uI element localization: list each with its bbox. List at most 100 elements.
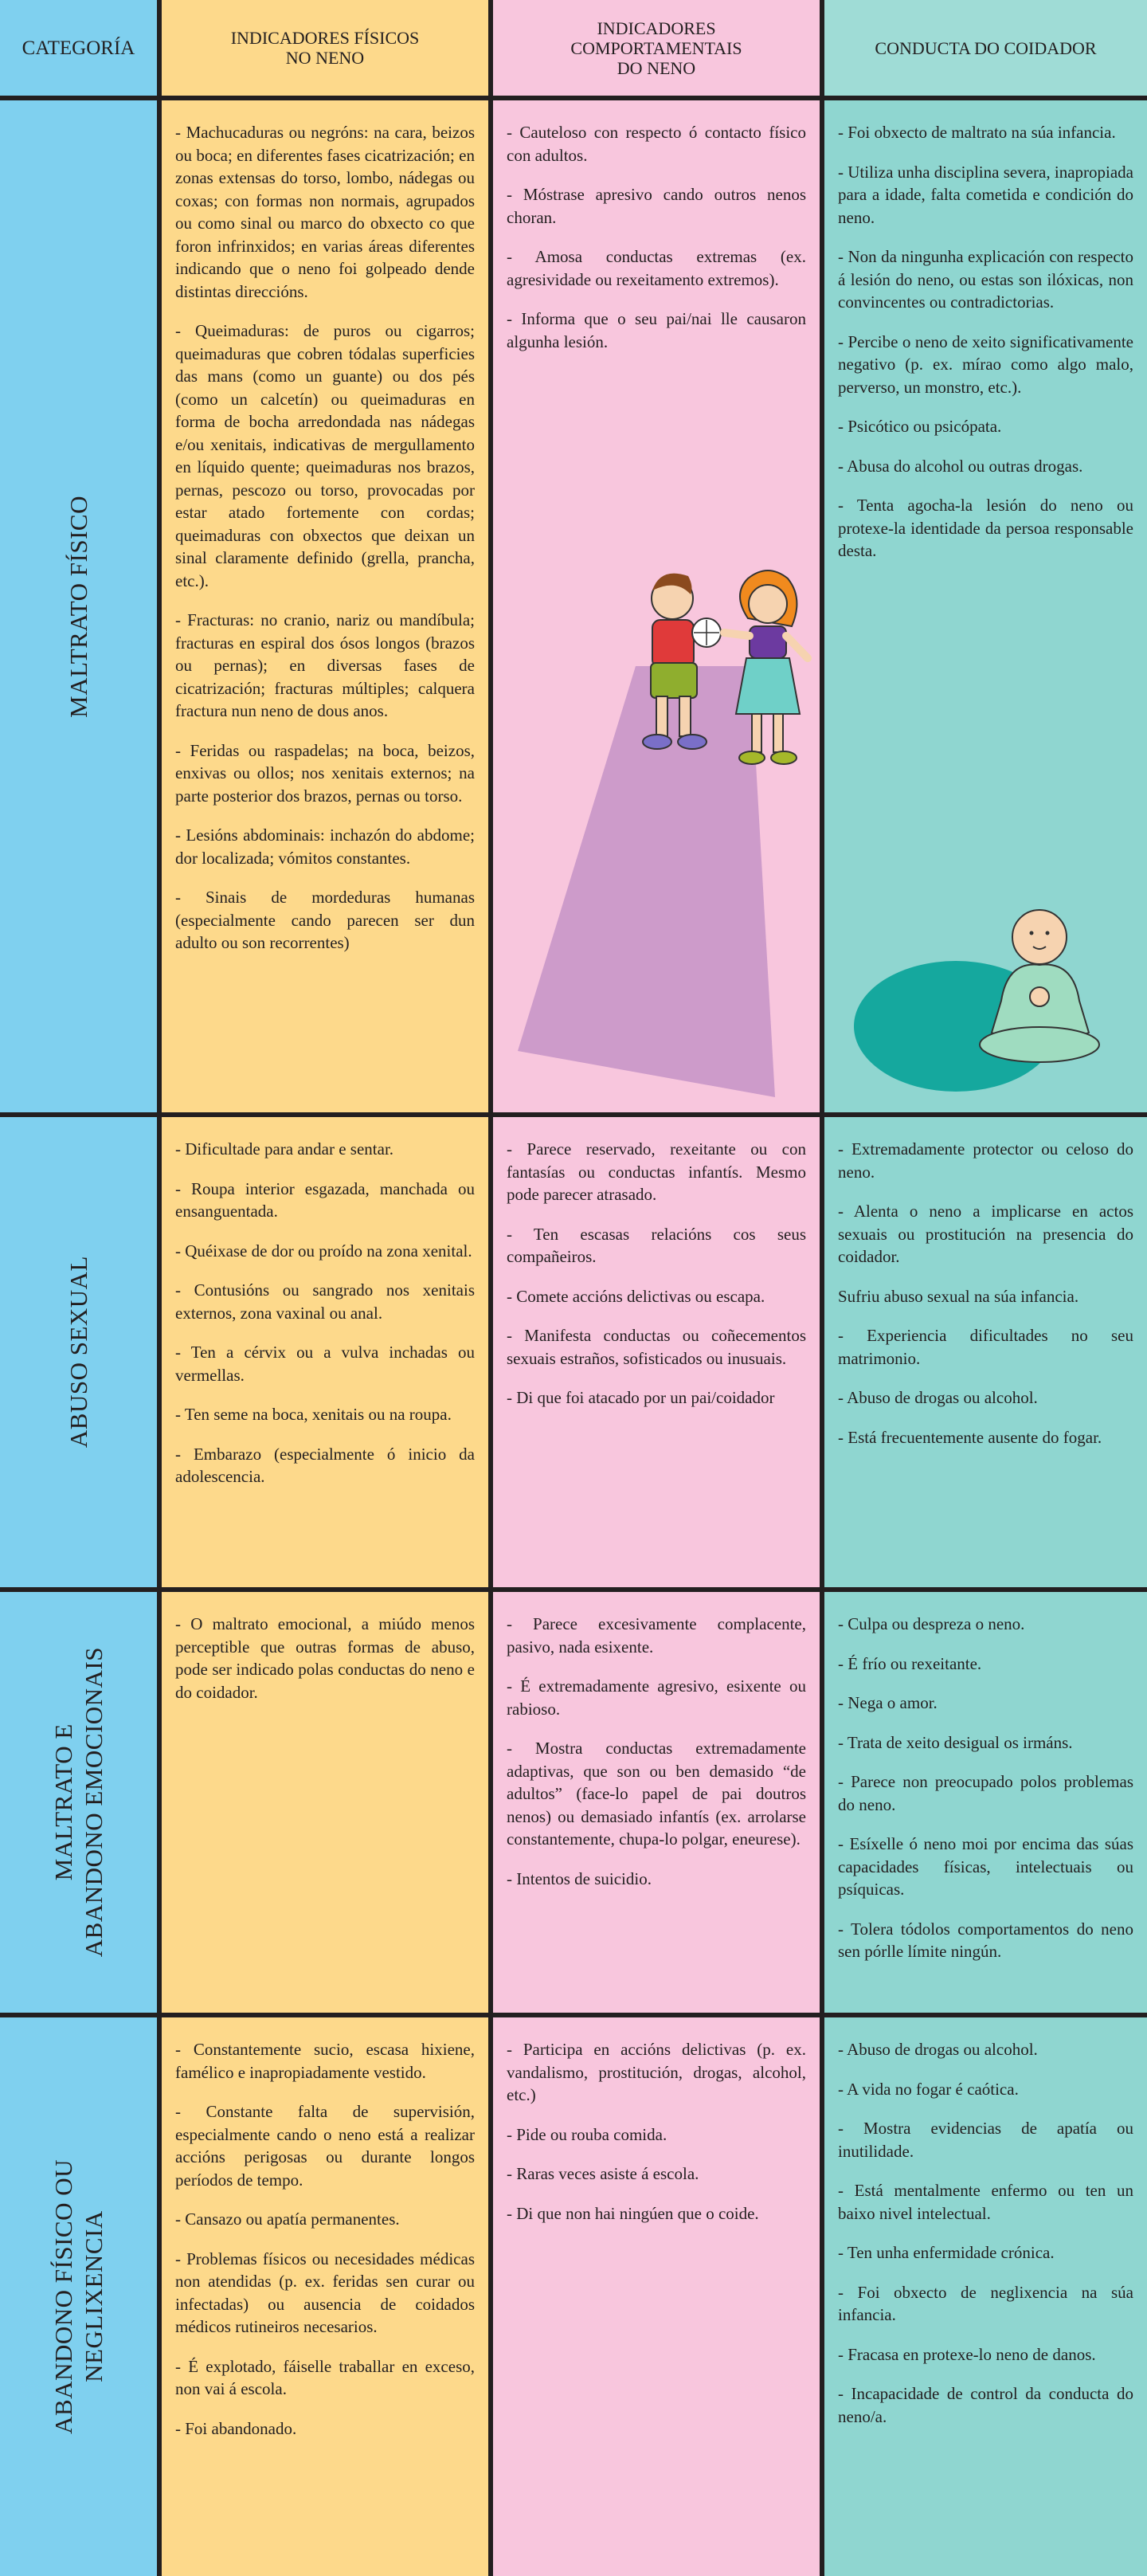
indicator-item: - Parece excesivamente complacente, pasi… — [507, 1614, 806, 1657]
indicator-item: - Está mentalmente enfermo ou ten un bai… — [838, 2181, 1133, 2223]
indicator-item: - Está frecuentemente ausente do fogar. — [838, 1427, 1102, 1447]
header-text: COMPORTAMENTAIS — [570, 37, 742, 58]
category-label: MALTRATO E ABANDONO EMOCIONAIS — [49, 1647, 109, 1957]
category-cell: MALTRATO FÍSICO — [0, 100, 157, 1112]
category-text: MALTRATO E — [49, 1723, 77, 1881]
indicator-item: - Mostra conductas extremadamente adapti… — [507, 1739, 806, 1849]
header-cell: CONDUCTA DO COIDADOR — [824, 0, 1147, 96]
indicator-cell: - Extremadamente protector ou celoso do … — [824, 1117, 1147, 1587]
indicator-item: - Ten a cérvix ou a vulva inchadas ou ve… — [175, 1343, 475, 1385]
indicator-item: - Sinais de mordeduras humanas (especial… — [175, 888, 475, 952]
header-cell: CATEGORÍA — [0, 0, 157, 96]
indicator-item: - Parece non preocupado polos problemas … — [838, 1772, 1133, 1814]
indicator-item: - Tenta agocha-la lesión do neno ou prot… — [838, 496, 1133, 560]
indicator-item: - Intentos de suicidio. — [507, 1868, 652, 1888]
category-text: MALTRATO FÍSICO — [64, 495, 92, 718]
indicator-item: - A vida no fogar é caótica. — [838, 2079, 1019, 2099]
header-text: INDICADORES FÍSICOS — [230, 28, 420, 48]
indicator-item: - Abuso de drogas ou alcohol. — [838, 1388, 1038, 1407]
category-text: ABANDONO FÍSICO OU — [49, 2159, 77, 2434]
indicator-item: - Roupa interior esgazada, manchada ou e… — [175, 1178, 475, 1221]
header-text: DO NENO — [617, 57, 696, 78]
indicator-item: - Fracturas: no cranio, nariz ou mandíbu… — [175, 610, 475, 720]
header-text: NO NENO — [285, 48, 365, 68]
category-text: NEGLIXENCIA — [79, 2210, 108, 2383]
indicator-item: - Incapacidade de control da conducta do… — [838, 2384, 1133, 2426]
indicator-item: - Contusións ou sangrado nos xenitais ex… — [175, 1280, 475, 1323]
indicator-item: - Constante falta de supervisión, especi… — [175, 2102, 475, 2190]
indicator-item: - Culpa ou despreza o neno. — [838, 1614, 1025, 1633]
category-label: MALTRATO FÍSICO — [64, 496, 94, 718]
indicator-item: - Psicótico ou psicópata. — [838, 417, 1002, 436]
indicator-item: Sufriu abuso sexual na súa infancia. — [838, 1286, 1079, 1306]
indicator-cell: - Culpa ou despreza o neno. - É frío ou r… — [824, 1592, 1147, 2013]
indicator-item: - Di que non hai ningúen que o coide. — [507, 2203, 759, 2223]
indicator-item: - Cansazo ou apatía permanentes. — [175, 2209, 400, 2229]
header-cell: INDICADORES FÍSICOS NO NENO — [162, 0, 488, 96]
indicator-item: - É explotado, fáiselle traballar en exc… — [175, 2356, 475, 2399]
indicator-item: - Experiencia dificultades no seu matrim… — [838, 1326, 1133, 1368]
category-label: ABANDONO FÍSICO OU NEGLIXENCIA — [49, 2159, 109, 2434]
indicator-item: - Queimaduras: de puros ou cigarros; que… — [175, 321, 475, 590]
indicator-item: - Extremadamente protector ou celoso do … — [838, 1139, 1133, 1182]
indicator-item: - Abuso de drogas ou alcohol. — [838, 2040, 1038, 2059]
indicator-cell: - Parece excesivamente complacente, pasi… — [493, 1592, 820, 2013]
category-text: ABANDONO EMOCIONAIS — [79, 1647, 108, 1958]
indicator-item: - Raras veces asiste á escola. — [507, 2164, 699, 2183]
indicator-item: - Feridas ou raspadelas; na boca, beizos… — [175, 740, 475, 806]
illustration-children — [518, 570, 812, 1097]
indicator-item: - Ten escasas relacións cos seus compañe… — [507, 1224, 806, 1267]
indicator-item: - Tolera tódolos comportamentos do neno … — [838, 1919, 1133, 1962]
header-text: CATEGORÍA — [22, 37, 135, 59]
category-text: ABUSO SEXUAL — [64, 1256, 92, 1449]
indicator-item: - Amosa conductas extremas (ex. agresivi… — [507, 247, 806, 289]
illustration-baby — [854, 909, 1100, 1092]
indicator-cell: - Participa en accións delictivas (p. ex… — [493, 2017, 820, 2576]
indicator-cell: - Parece reservado, rexeitante ou con fa… — [493, 1117, 820, 1587]
indicator-cell: - Abuso de drogas ou alcohol. - A vida no… — [824, 2017, 1147, 2576]
category-cell: MALTRATO E ABANDONO EMOCIONAIS — [0, 1592, 157, 2013]
indicator-item: - Foi obxecto de neglixencia na súa infa… — [838, 2282, 1133, 2325]
category-cell: ABUSO SEXUAL — [0, 1117, 157, 1587]
indicator-item: - Comete accións delictivas ou escapa. — [507, 1286, 765, 1306]
indicator-item: - Non da ningunha explicación con respec… — [838, 247, 1133, 312]
indicator-item: - Quéixase de dor ou proído na zona xeni… — [175, 1241, 472, 1261]
header-text: CONDUCTA DO COIDADOR — [875, 37, 1097, 58]
indicator-item: - Dificultade para andar e sentar. — [175, 1139, 394, 1159]
indicator-item: - Manifesta conductas ou coñecementos se… — [507, 1326, 806, 1368]
indicator-item: - Embarazo (especialmente ó inicio da ad… — [175, 1444, 475, 1487]
indicator-cell: - Dificultade para andar e sentar. - Roup… — [162, 1117, 488, 1587]
indicator-item: - Abusa do alcohol ou outras drogas. — [838, 456, 1083, 476]
indicator-item: - Informa que o seu pai/nai lle causaron… — [507, 309, 806, 351]
indicator-item: - Fracasa en protexe-lo neno de danos. — [838, 2344, 1096, 2364]
indicator-item: - Foi abandonado. — [175, 2418, 297, 2438]
indicator-item: - Móstrase apresivo cando outros nenos c… — [507, 185, 806, 227]
indicator-item: - Di que foi atacado por un pai/coidador — [507, 1388, 775, 1407]
indicator-cell: - O maltrato emocional, a miúdo menos pe… — [162, 1592, 488, 2013]
indicator-item: - O maltrato emocional, a miúdo menos pe… — [175, 1614, 475, 1702]
indicator-cell: - Cauteloso con respecto ó contacto físi… — [493, 100, 820, 1112]
header-cell: INDICADORES COMPORTAMENTAIS DO NENO — [493, 0, 820, 96]
indicator-item: - Mostra evidencias de apatía ou inutili… — [838, 2119, 1133, 2161]
header-text: INDICADORES — [597, 18, 716, 38]
indicator-item: - Percibe o neno de xeito significativam… — [838, 331, 1133, 397]
indicator-item: - Pide ou rouba comida. — [507, 2124, 667, 2144]
indicator-item: - Machucaduras ou negróns: na cara, beiz… — [175, 123, 475, 301]
category-cell: ABANDONO FÍSICO OU NEGLIXENCIA — [0, 2017, 157, 2576]
category-label: ABUSO SEXUAL — [64, 1256, 94, 1448]
indicator-item: - Lesións abdominais: inchazón do abdome… — [175, 825, 475, 868]
indicator-item: - Esíxelle ó neno moi por encima das súa… — [838, 1834, 1133, 1899]
indicator-cell: - Foi obxecto de maltrato na súa infanci… — [824, 100, 1147, 1112]
indicator-item: - Participa en accións delictivas (p. ex… — [507, 2040, 806, 2104]
indicator-item: - Foi obxecto de maltrato na súa infanci… — [838, 123, 1116, 142]
indicator-item: - É extremadamente agresivo, esixente ou… — [507, 1676, 806, 1719]
indicator-cell: - Machucaduras ou negróns: na cara, beiz… — [162, 100, 488, 1112]
indicator-item: - Parece reservado, rexeitante ou con fa… — [507, 1139, 806, 1204]
indicator-item: - Trata de xeito desigual os irmáns. — [838, 1732, 1073, 1752]
indicator-item: - Alenta o neno a implicarse en actos se… — [838, 1202, 1133, 1266]
indicator-item: - Utiliza unha disciplina severa, inapro… — [838, 162, 1133, 227]
indicator-item: - Cauteloso con respecto ó contacto físi… — [507, 123, 806, 165]
indicator-item: - Problemas físicos ou necesidades médic… — [175, 2249, 475, 2337]
